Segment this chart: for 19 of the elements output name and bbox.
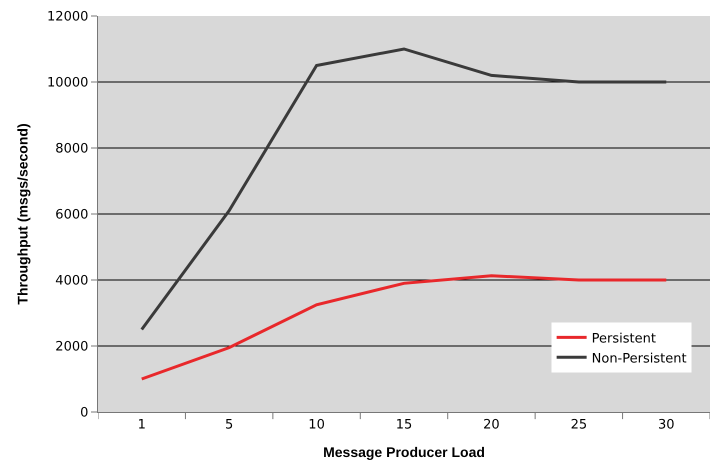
y-tick-label: 0 (80, 406, 88, 421)
x-tick-label: 30 (658, 418, 675, 433)
y-tick-label: 4000 (55, 274, 88, 289)
y-tick-label: 2000 (55, 340, 88, 355)
x-axis-title: Message Producer Load (323, 444, 485, 460)
x-tick-label: 10 (308, 418, 325, 433)
x-tick-label: 1 (138, 418, 146, 433)
line-series (140, 48, 668, 331)
x-tick-label: 15 (396, 418, 412, 433)
x-tick-label: 20 (483, 418, 500, 433)
legend-label: Persistent (592, 331, 656, 346)
legend-label: Non-Persistent (592, 351, 687, 366)
y-tick-label: 6000 (55, 208, 88, 223)
y-tick-label: 10000 (47, 76, 88, 91)
y-axis-title: Throughput (msgs/second) (14, 123, 31, 305)
x-tick-label: 5 (225, 418, 234, 433)
y-tick-label: 12000 (47, 10, 88, 25)
x-tick-label: 25 (570, 418, 588, 433)
y-tick-label: 8000 (55, 142, 88, 157)
